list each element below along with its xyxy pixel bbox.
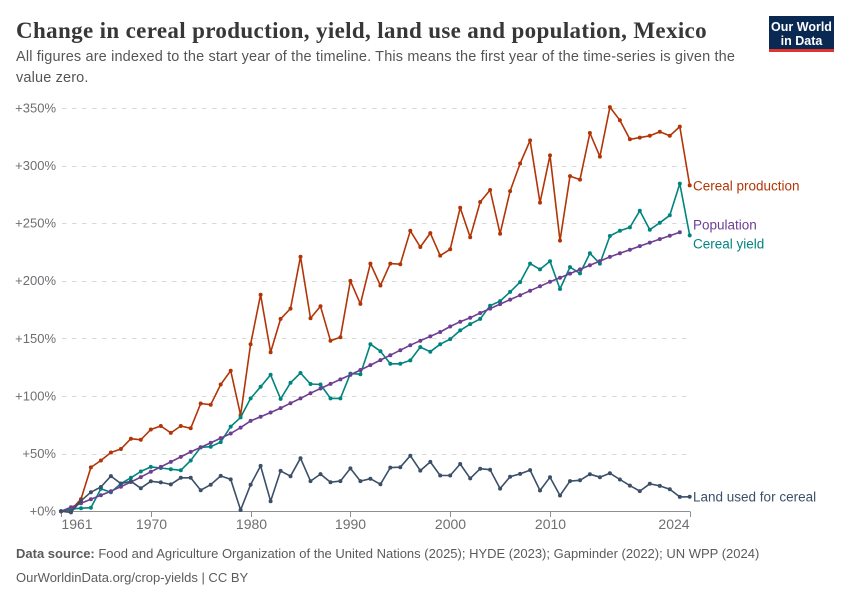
svg-text:+150%: +150% xyxy=(15,331,56,346)
svg-text:Cereal production: Cereal production xyxy=(693,179,800,194)
svg-text:Cereal yield: Cereal yield xyxy=(693,237,764,252)
svg-text:2024: 2024 xyxy=(658,516,689,532)
svg-text:+200%: +200% xyxy=(15,273,56,288)
svg-text:2000: 2000 xyxy=(435,516,466,532)
svg-text:2010: 2010 xyxy=(535,516,566,532)
svg-text:Population: Population xyxy=(693,218,757,233)
svg-text:1990: 1990 xyxy=(335,516,366,532)
svg-text:+350%: +350% xyxy=(15,101,56,116)
svg-text:Land used for cereal: Land used for cereal xyxy=(693,490,816,505)
svg-text:1961: 1961 xyxy=(61,516,92,532)
svg-text:+50%: +50% xyxy=(22,446,56,461)
svg-text:+300%: +300% xyxy=(15,158,56,173)
svg-text:1980: 1980 xyxy=(236,516,267,532)
svg-text:+250%: +250% xyxy=(15,216,56,231)
svg-text:+100%: +100% xyxy=(15,388,56,403)
svg-text:1970: 1970 xyxy=(136,516,167,532)
svg-text:+0%: +0% xyxy=(30,504,57,519)
